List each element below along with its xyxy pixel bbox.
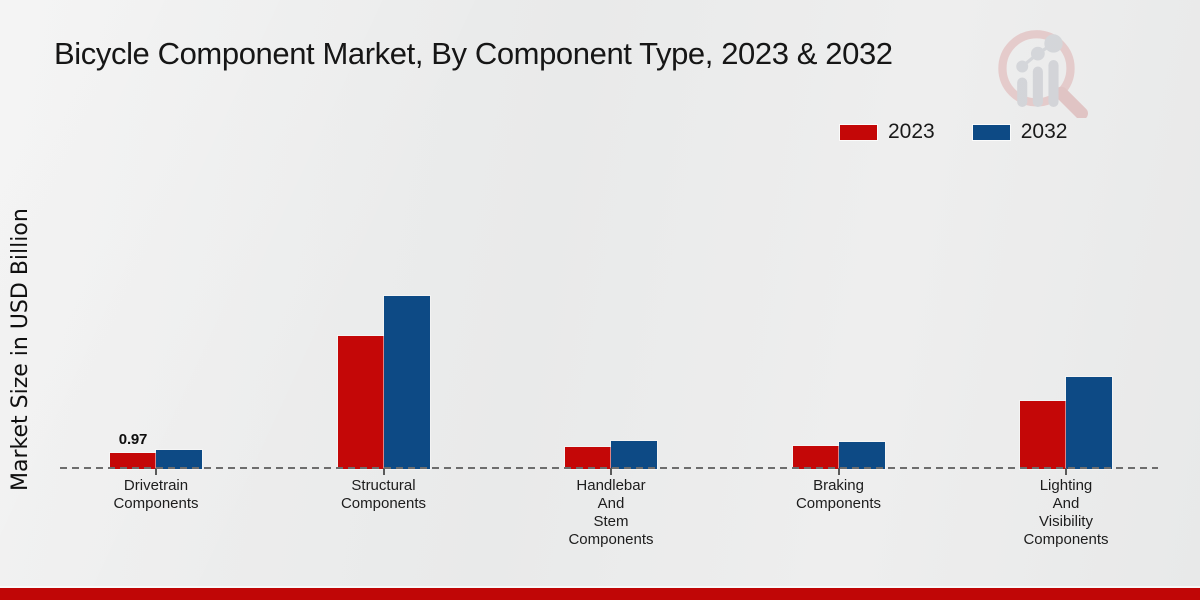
category-label-cat1: Structural Components <box>340 477 427 512</box>
x-tick-cat3 <box>837 468 840 475</box>
bar-2032-cat3 <box>838 442 885 469</box>
x-tick-cat0 <box>155 468 157 475</box>
market-research-logo-watermark <box>996 26 1088 120</box>
category-label-cat3: Braking Components <box>795 477 882 512</box>
footer-red-bar <box>0 588 1200 600</box>
legend-label-2032: 2032 <box>1020 120 1068 143</box>
bar-2023-cat3 <box>792 446 839 469</box>
bar-2032-cat0 <box>156 450 202 469</box>
bar-2023-cat4 <box>1020 401 1066 469</box>
x-tick-cat2 <box>610 468 612 475</box>
bar-2032-cat4 <box>1066 377 1112 469</box>
bar-2023-cat0 <box>110 453 156 469</box>
legend-swatch-2032 <box>972 124 1010 140</box>
legend-swatch-2023 <box>840 124 877 140</box>
bar-2032-cat2 <box>611 441 657 469</box>
legend-label-2023: 2023 <box>888 120 935 143</box>
x-tick-cat4 <box>1065 468 1067 475</box>
legend-item-2032: 2032 <box>972 120 1068 144</box>
category-label-cat2: Handlebar And Stem Components <box>568 477 654 548</box>
bar-2032-cat1 <box>383 296 430 469</box>
bar-2023-cat2 <box>565 447 611 469</box>
bar-2023-cat1 <box>337 336 384 469</box>
category-label-cat4: Lighting And Visibility Components <box>1023 477 1109 548</box>
x-axis-baseline <box>60 467 1158 469</box>
x-tick-cat1 <box>382 468 385 475</box>
magnifier-bar-chart-icon <box>998 30 1088 120</box>
legend-item-2023: 2023 <box>840 120 935 144</box>
legend: 2023 2032 <box>840 120 1067 144</box>
bar-value-label: 0.97 <box>118 431 148 448</box>
chart-title: Bicycle Component Market, By Component T… <box>54 36 893 71</box>
category-label-cat0: Drivetrain Components <box>113 477 199 512</box>
